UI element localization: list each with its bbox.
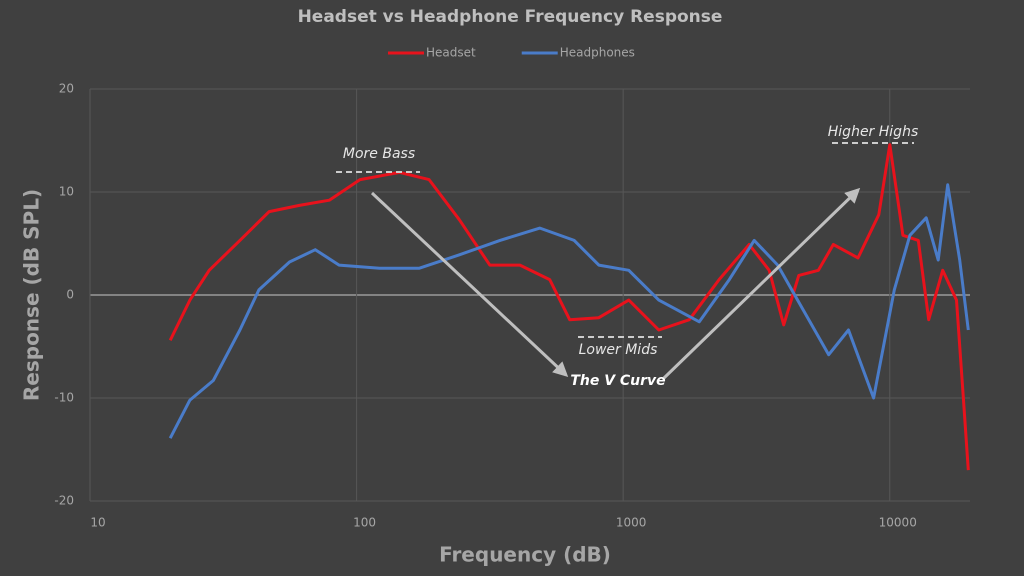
annotation: The V Curve (570, 373, 665, 389)
annotation: Higher Highs (828, 124, 918, 140)
series-line (168, 183, 970, 439)
arrow (662, 187, 861, 380)
annotation: Lower Mids (579, 342, 658, 358)
y-tick-label: -10 (54, 391, 74, 405)
annotation: More Bass (343, 146, 415, 162)
x-axis-label: Frequency (dB) (439, 543, 611, 567)
x-tick-label: 1000 (616, 516, 647, 530)
series-line (168, 143, 970, 471)
plot-area: -20 -10 0 10 20 10 100 1000 10000 (54, 82, 970, 530)
legend-label: Headset (426, 46, 476, 60)
x-tick-label: 100 (353, 516, 376, 530)
y-tick-label: 10 (59, 185, 74, 199)
x-tick-label: 10000 (879, 516, 917, 530)
x-tick-label: 10 (90, 516, 105, 530)
y-tick-label: -20 (54, 494, 74, 508)
y-tick-label: 20 (59, 82, 74, 96)
legend-label: Headphones (560, 46, 635, 60)
chart-title: Headset vs Headphone Frequency Response (298, 7, 723, 27)
annotations: More Bass Lower Mids The V Curve Higher … (336, 124, 918, 389)
y-tick-label: 0 (66, 288, 74, 302)
arrow (370, 191, 569, 378)
y-axis-label: Response (dB SPL) (20, 189, 44, 401)
